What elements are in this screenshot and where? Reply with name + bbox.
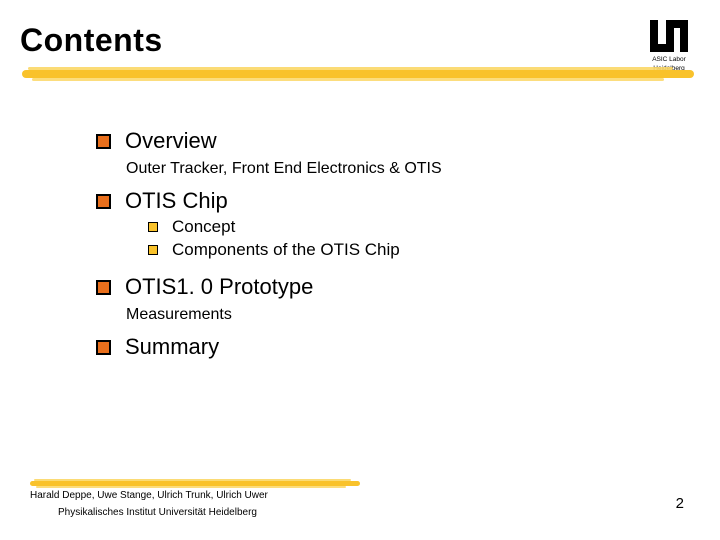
logo-text-line1: ASIC Labor (640, 56, 698, 63)
outline-item-label: OTIS1. 0 Prototype (125, 274, 313, 300)
outline-item-label: Summary (125, 334, 219, 360)
outline-subitem-components: Components of the OTIS Chip (148, 240, 656, 260)
square-bullet-icon (96, 340, 111, 355)
outline-item-overview: Overview (96, 128, 656, 154)
outline-item-label: OTIS Chip (125, 188, 228, 214)
footer: Harald Deppe, Uwe Stange, Ulrich Trunk, … (30, 478, 690, 518)
square-bullet-small-icon (148, 245, 158, 255)
footer-authors: Harald Deppe, Uwe Stange, Ulrich Trunk, … (30, 490, 690, 501)
outline-item-subtitle: Outer Tracker, Front End Electronics & O… (126, 160, 656, 178)
page-title: Contents (20, 22, 163, 59)
square-bullet-icon (96, 134, 111, 149)
outline-subitem-concept: Concept (148, 217, 656, 237)
square-bullet-icon (96, 194, 111, 209)
logo: ASIC Labor Heidelberg (640, 18, 698, 72)
page-number: 2 (676, 495, 684, 512)
outline-item-label: Overview (125, 128, 217, 154)
outline-item-subtitle: Measurements (126, 306, 656, 324)
square-bullet-icon (96, 280, 111, 295)
asic-logo-icon (648, 18, 690, 54)
outline-item-summary: Summary (96, 334, 656, 360)
footer-underline (30, 478, 360, 488)
outline: Overview Outer Tracker, Front End Electr… (96, 128, 656, 360)
footer-affiliation: Physikalisches Institut Universität Heid… (58, 507, 690, 518)
outline-subitem-label: Concept (172, 217, 235, 237)
square-bullet-small-icon (148, 222, 158, 232)
outline-item-prototype: OTIS1. 0 Prototype (96, 274, 656, 300)
title-underline (22, 66, 694, 82)
outline-item-otis-chip: OTIS Chip (96, 188, 656, 214)
outline-subitem-label: Components of the OTIS Chip (172, 240, 400, 260)
slide: Contents ASIC Labor Heidelberg Overview … (0, 0, 720, 540)
